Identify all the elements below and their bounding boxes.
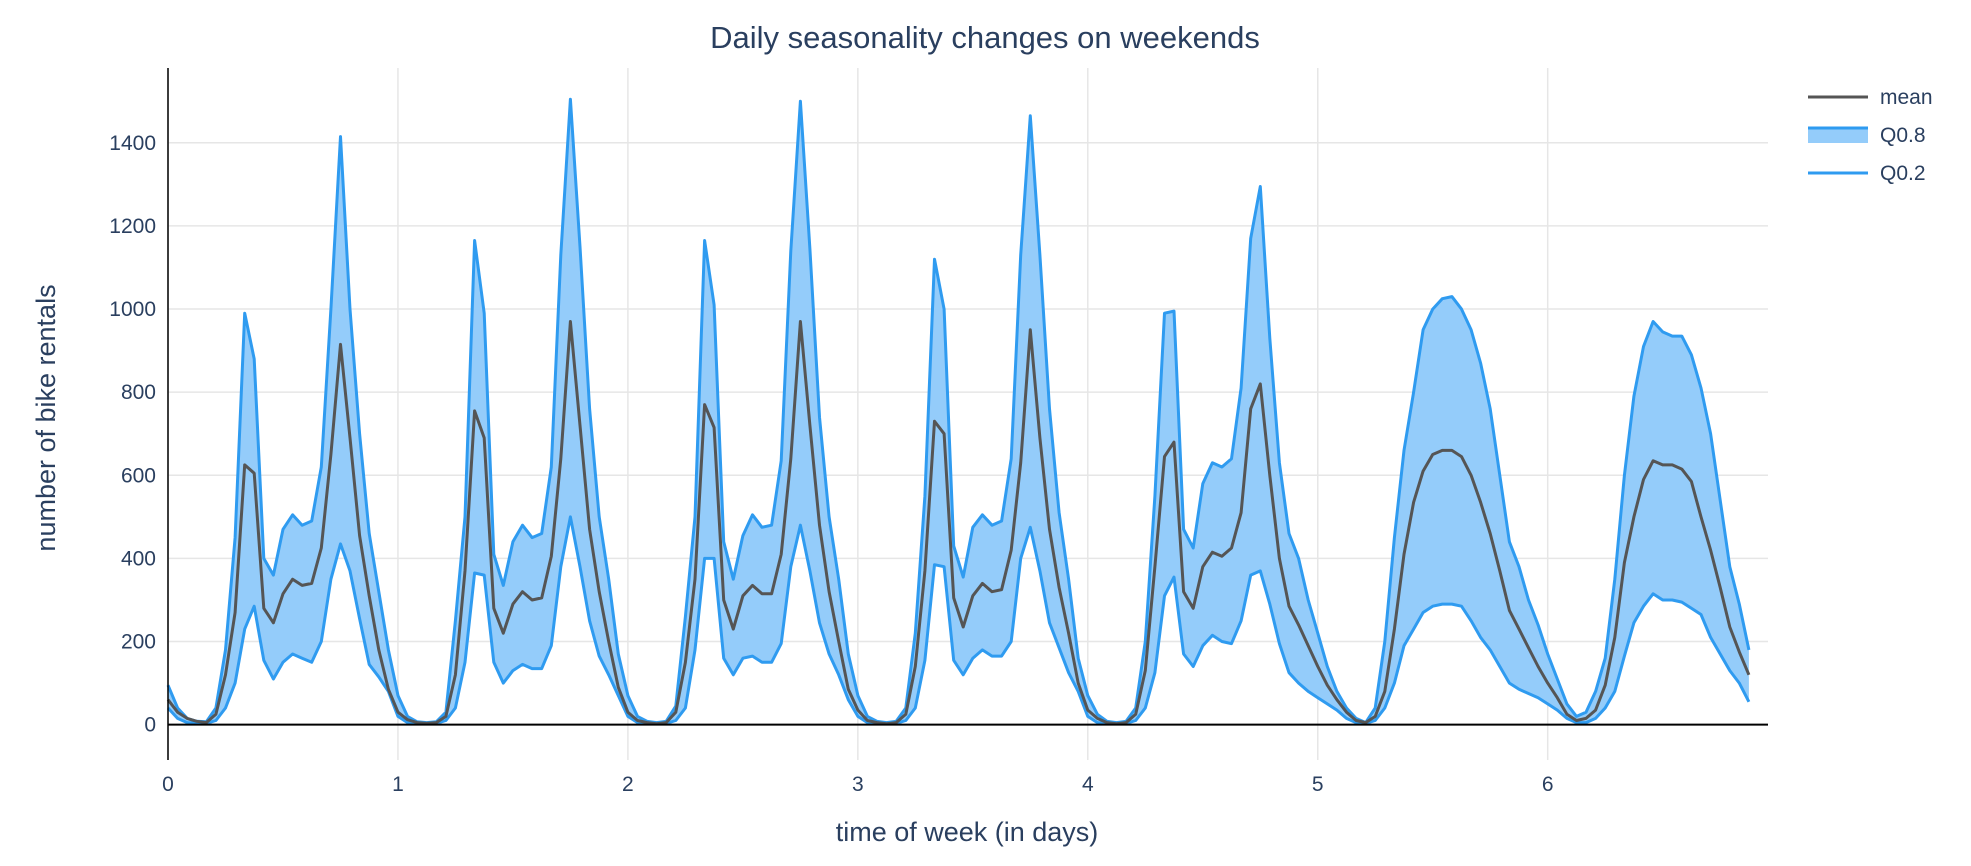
legend-swatch-q08-fill — [1808, 128, 1868, 143]
series-mean-line — [166, 320, 1751, 726]
x-axis-title: time of week (in days) — [836, 817, 1099, 847]
y-tick-label: 800 — [121, 381, 156, 404]
legend-item-mean[interactable]: mean — [1808, 86, 1933, 109]
y-tick-label: 200 — [121, 631, 156, 654]
x-tick-label: 1 — [392, 773, 404, 796]
axes — [167, 68, 1768, 760]
legend[interactable]: mean Q0.8 Q0.2 — [1808, 86, 1933, 185]
legend-label: Q0.8 — [1880, 124, 1926, 147]
band-layer — [168, 99, 1749, 724]
chart-title: Daily seasonality changes on weekends — [710, 20, 1260, 55]
line-layer — [166, 97, 1751, 726]
y-tick-label: 600 — [121, 464, 156, 487]
legend-label: Q0.2 — [1880, 162, 1926, 185]
legend-label: mean — [1880, 86, 1933, 109]
y-tick-label: 1200 — [109, 215, 156, 238]
legend-item-q02[interactable]: Q0.2 — [1808, 162, 1926, 185]
x-tick-label: 4 — [1082, 773, 1094, 796]
y-axis-title: number of bike rentals — [31, 284, 61, 551]
y-tick-label: 0 — [144, 714, 156, 737]
x-tick-label: 3 — [852, 773, 864, 796]
grid — [167, 68, 1768, 760]
quantile-band-area — [168, 99, 1749, 724]
tick-labels: 0 1 2 3 4 5 6 0 200 400 600 800 1000 1200 1400 — [109, 132, 1553, 796]
x-tick-label: 5 — [1312, 773, 1324, 796]
legend-item-q08[interactable]: Q0.8 — [1808, 124, 1926, 147]
x-tick-label: 6 — [1542, 773, 1554, 796]
y-tick-label: 1000 — [109, 298, 156, 321]
x-tick-label: 2 — [622, 773, 634, 796]
x-tick-label: 0 — [162, 773, 174, 796]
y-tick-label: 1400 — [109, 132, 156, 155]
y-tick-label: 400 — [121, 547, 156, 570]
